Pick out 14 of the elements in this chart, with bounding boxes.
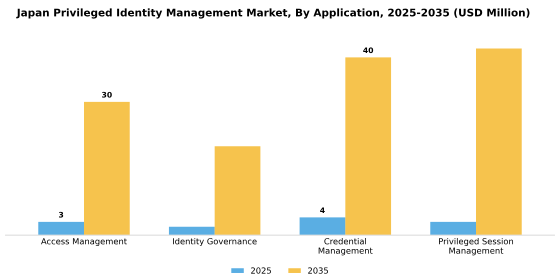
- legend-label: 2035: [308, 267, 328, 274]
- x-tick-label: Identity Governance: [173, 238, 257, 246]
- x-tick-label: Access Management: [41, 238, 127, 246]
- bar: [300, 217, 346, 236]
- bar: [476, 48, 522, 236]
- bar: [430, 222, 476, 236]
- chart-title: Japan Privileged Identity Management Market, By Application, 2025-2035 (USD Million): [16, 8, 530, 19]
- bar: [214, 146, 260, 236]
- x-tick-label: Credential Management: [318, 238, 373, 256]
- bar: [84, 102, 130, 236]
- legend-label: 2025: [251, 267, 271, 274]
- x-tick-label: Privileged Session Management: [439, 238, 514, 256]
- bar: [345, 57, 392, 236]
- bar: [38, 222, 84, 236]
